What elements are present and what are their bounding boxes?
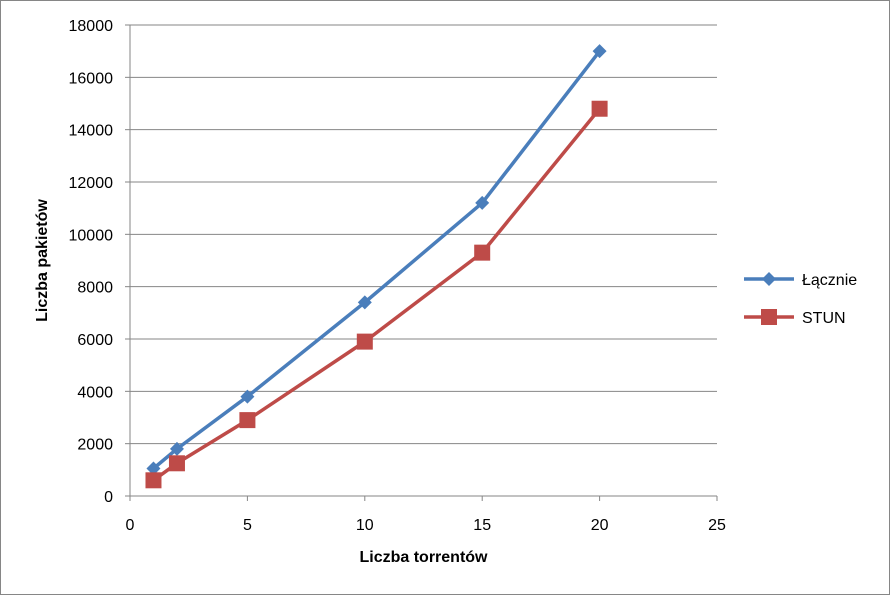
x-tick-label: 15 [473, 517, 491, 534]
x-tick-label: 20 [591, 517, 609, 534]
tick-labels: 0 2000 4000 6000 8000 10000 12000 14000 16000 180… [69, 18, 727, 534]
data-point [474, 244, 491, 261]
legend: Łącznie STUN [744, 272, 857, 327]
legend-label: Łącznie [802, 272, 857, 289]
x-tick-label: 0 [126, 517, 135, 534]
x-tick-label: 25 [708, 517, 726, 534]
y-tick-label: 2000 [77, 437, 113, 454]
x-tick-label: 5 [243, 517, 252, 534]
data-point [168, 455, 185, 472]
series-line [152, 50, 601, 470]
y-tick-label: 18000 [69, 18, 114, 35]
y-tick-label: 10000 [69, 227, 114, 244]
series-group [145, 44, 608, 489]
data-point [240, 389, 255, 404]
series-lacznie [146, 44, 607, 476]
data-point [239, 412, 256, 429]
data-point [169, 441, 184, 456]
x-tick-label: 10 [356, 517, 374, 534]
data-point [591, 100, 608, 117]
data-point [145, 472, 162, 489]
x-axis-title: Liczba torrentów [359, 549, 488, 566]
legend-label: STUN [802, 310, 846, 327]
data-point [592, 44, 607, 59]
data-point [475, 195, 490, 210]
y-axis-title: Liczba pakietów [34, 199, 51, 322]
legend-marker [762, 272, 776, 286]
y-tick-label: 12000 [69, 175, 114, 192]
y-tick-label: 14000 [69, 123, 114, 140]
y-tick-label: 8000 [77, 280, 113, 297]
y-tick-label: 16000 [69, 70, 114, 87]
y-tick-label: 4000 [77, 384, 113, 401]
legend-item: STUN [744, 309, 846, 327]
series-stun [145, 100, 608, 489]
data-point [356, 333, 373, 350]
legend-item: Łącznie [744, 272, 857, 289]
axes [125, 24, 718, 501]
data-point [146, 461, 161, 476]
data-point [357, 295, 372, 310]
y-tick-label: 6000 [77, 332, 113, 349]
legend-marker [761, 309, 777, 325]
gridlines [130, 24, 717, 445]
y-tick-label: 0 [104, 489, 113, 506]
